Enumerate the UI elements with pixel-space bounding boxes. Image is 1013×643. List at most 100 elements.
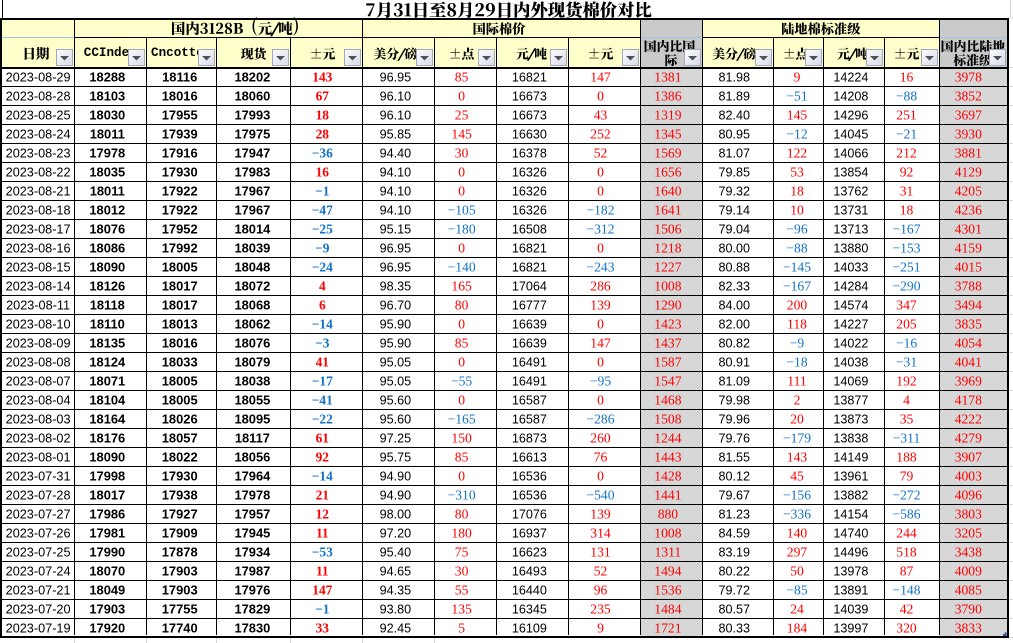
svg-text:1569: 1569 — [654, 146, 681, 161]
svg-text:17064: 17064 — [512, 279, 547, 293]
svg-text:17952: 17952 — [162, 221, 198, 236]
svg-text:18118: 18118 — [90, 297, 125, 312]
svg-text:96.10: 96.10 — [380, 108, 412, 122]
svg-text:192: 192 — [896, 374, 917, 389]
svg-text:67: 67 — [316, 89, 330, 104]
svg-text:16536: 16536 — [512, 469, 547, 483]
svg-text:0: 0 — [597, 317, 604, 332]
svg-text:2023-08-29: 2023-08-29 — [6, 70, 71, 84]
svg-text:18017: 18017 — [162, 297, 198, 312]
svg-text:2023-08-01: 2023-08-01 — [6, 450, 71, 464]
svg-text:16440: 16440 — [512, 583, 547, 597]
svg-text:1721: 1721 — [654, 621, 681, 636]
svg-text:18011: 18011 — [90, 183, 125, 198]
svg-text:94.90: 94.90 — [380, 469, 412, 483]
svg-text:145: 145 — [451, 127, 472, 142]
svg-text:18048: 18048 — [234, 259, 270, 274]
svg-text:18016: 18016 — [162, 335, 198, 350]
svg-text:0: 0 — [458, 241, 465, 256]
svg-text:18086: 18086 — [89, 240, 125, 255]
svg-text:2023-08-10: 2023-08-10 — [6, 317, 71, 331]
svg-text:147: 147 — [312, 583, 332, 598]
svg-text:165: 165 — [451, 279, 472, 294]
svg-text:122: 122 — [787, 146, 808, 161]
svg-text:143: 143 — [787, 450, 808, 465]
svg-text:212: 212 — [896, 146, 917, 161]
svg-text:1311: 1311 — [655, 545, 682, 560]
svg-text:17740: 17740 — [162, 620, 198, 635]
svg-text:18176: 18176 — [89, 430, 125, 445]
svg-text:18116: 18116 — [162, 69, 197, 84]
svg-text:18016: 18016 — [162, 88, 198, 103]
svg-text:17987: 17987 — [234, 563, 270, 578]
svg-text:2023-08-14: 2023-08-14 — [6, 279, 71, 293]
svg-text:13891: 13891 — [833, 583, 868, 597]
svg-text:1656: 1656 — [654, 165, 681, 180]
svg-text:2023-07-20: 2023-07-20 — [6, 602, 71, 616]
svg-text:28: 28 — [316, 127, 330, 142]
svg-text:−586: −586 — [892, 507, 920, 522]
svg-text:16821: 16821 — [512, 260, 547, 274]
svg-text:92: 92 — [316, 450, 330, 465]
svg-text:13882: 13882 — [833, 488, 868, 502]
svg-text:80.95: 80.95 — [718, 127, 750, 141]
svg-text:95.15: 95.15 — [380, 222, 412, 236]
svg-text:14022: 14022 — [833, 336, 868, 350]
svg-text:18288: 18288 — [89, 69, 125, 84]
svg-text:52: 52 — [594, 146, 608, 161]
svg-text:4009: 4009 — [955, 564, 982, 579]
svg-text:17878: 17878 — [162, 544, 198, 559]
svg-text:3438: 3438 — [955, 545, 982, 560]
svg-text:16: 16 — [900, 70, 914, 85]
svg-text:314: 314 — [590, 526, 611, 541]
svg-text:43: 43 — [594, 108, 608, 123]
svg-text:94.40: 94.40 — [380, 146, 412, 160]
svg-text:150: 150 — [451, 431, 472, 446]
svg-text:94.10: 94.10 — [380, 203, 412, 217]
svg-text:145: 145 — [787, 108, 808, 123]
svg-text:18049: 18049 — [89, 582, 125, 597]
svg-text:81.09: 81.09 — [718, 374, 750, 388]
svg-text:2023-07-24: 2023-07-24 — [6, 564, 71, 578]
svg-text:1428: 1428 — [654, 469, 681, 484]
svg-text:4054: 4054 — [955, 336, 982, 351]
svg-text:16613: 16613 — [512, 450, 547, 464]
svg-text:−12: −12 — [786, 127, 807, 142]
svg-text:79.67: 79.67 — [718, 488, 750, 502]
svg-text:17927: 17927 — [162, 506, 198, 521]
svg-text:18005: 18005 — [162, 259, 198, 274]
svg-text:17992: 17992 — [162, 240, 198, 255]
svg-text:16345: 16345 — [512, 602, 547, 616]
svg-text:18072: 18072 — [234, 278, 270, 293]
svg-text:−310: −310 — [448, 488, 476, 503]
svg-text:−31: −31 — [896, 355, 917, 370]
svg-text:CCIndex: CCIndex — [84, 46, 137, 60]
svg-text:16491: 16491 — [512, 374, 547, 388]
svg-text:0: 0 — [597, 469, 604, 484]
svg-text:−167: −167 — [892, 222, 920, 237]
svg-text:118: 118 — [787, 317, 807, 332]
svg-text:−88: −88 — [896, 89, 917, 104]
svg-text:16673: 16673 — [512, 108, 547, 122]
svg-text:1443: 1443 — [654, 450, 681, 465]
svg-text:18: 18 — [316, 108, 330, 123]
svg-text:1227: 1227 — [654, 260, 681, 275]
svg-text:184: 184 — [787, 621, 808, 636]
svg-text:−312: −312 — [586, 222, 614, 237]
svg-text:2023-08-11: 2023-08-11 — [6, 298, 70, 312]
svg-text:96.10: 96.10 — [380, 89, 412, 103]
svg-text:2023-08-03: 2023-08-03 — [6, 412, 71, 426]
svg-text:3788: 3788 — [955, 279, 982, 294]
svg-text:−18: −18 — [786, 355, 807, 370]
svg-text:80: 80 — [455, 298, 469, 313]
svg-text:251: 251 — [896, 108, 916, 123]
svg-text:98.35: 98.35 — [380, 279, 412, 293]
svg-text:244: 244 — [896, 526, 917, 541]
svg-text:79.04: 79.04 — [718, 222, 750, 236]
svg-text:18033: 18033 — [162, 354, 198, 369]
svg-text:50: 50 — [790, 564, 804, 579]
svg-text:97.25: 97.25 — [380, 431, 412, 445]
svg-text:80.12: 80.12 — [718, 469, 750, 483]
svg-text:−251: −251 — [892, 260, 920, 275]
svg-text:205: 205 — [896, 317, 917, 332]
